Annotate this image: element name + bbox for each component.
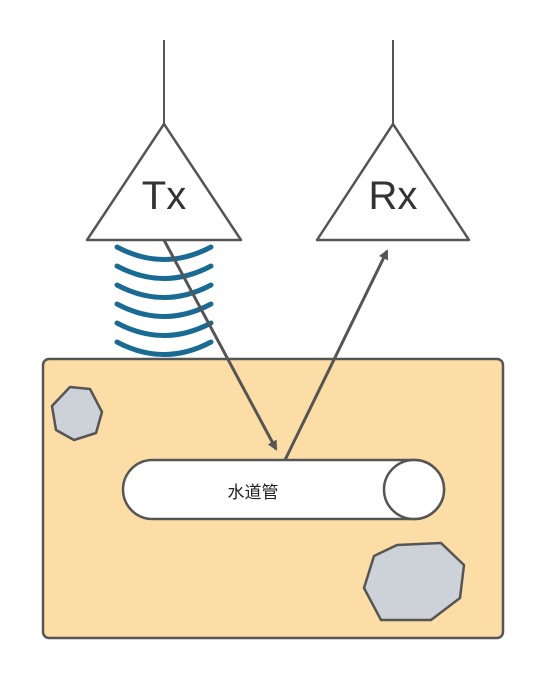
transmitter-antenna: Tx xyxy=(85,40,243,242)
rock-large xyxy=(362,541,466,622)
wave-arc-3 xyxy=(114,282,214,300)
wave-arc-2 xyxy=(114,263,214,281)
wave-arc-1 xyxy=(114,244,214,262)
wave-arc-6 xyxy=(114,339,214,357)
receiver-antenna: Rx xyxy=(315,40,471,242)
reflected-signal-arrow xyxy=(283,249,389,461)
incident-signal-arrow xyxy=(162,239,278,451)
receiver-triangle xyxy=(315,122,471,242)
rock-small xyxy=(50,385,104,442)
pipe-end-opening xyxy=(382,458,446,521)
wave-arc-4 xyxy=(114,301,214,319)
wave-arc-5 xyxy=(114,320,214,338)
pipe-label: 水道管 xyxy=(228,483,279,503)
receiver-label: Rx xyxy=(369,174,418,218)
water-pipe: 水道管 xyxy=(121,458,446,521)
transmitter-label: Tx xyxy=(142,174,186,218)
